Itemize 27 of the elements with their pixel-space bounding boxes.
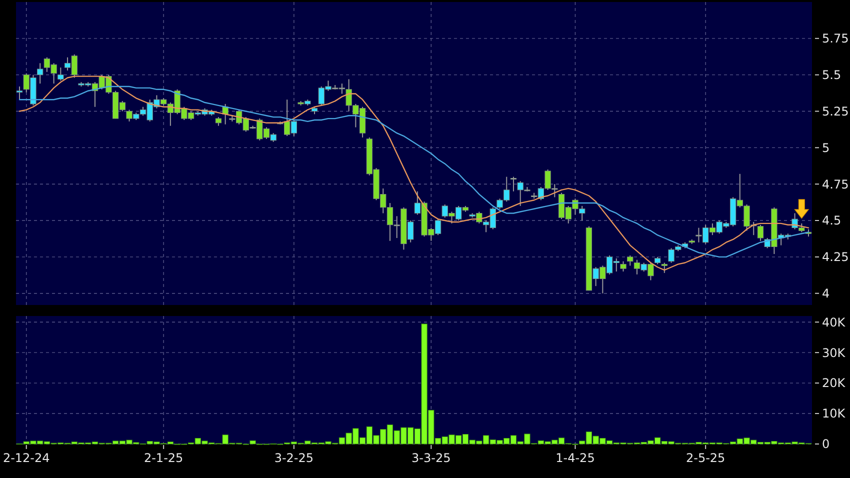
y-tick-label: 5.25 xyxy=(822,104,849,118)
x-tick-label: 2-5-25 xyxy=(686,451,726,465)
y-tick-label: 10K xyxy=(822,406,846,421)
y-tick-label: 40K xyxy=(822,315,846,330)
candlestick xyxy=(37,62,44,84)
candlestick xyxy=(627,254,634,266)
candlestick xyxy=(58,67,64,82)
x-tick-label: 3-2-25 xyxy=(274,451,314,465)
candlestick xyxy=(16,86,23,100)
candlestick xyxy=(661,262,668,274)
y-tick-label: 20K xyxy=(822,376,846,390)
y-tick-label: 4 xyxy=(822,286,830,301)
x-tick-label: 3-3-25 xyxy=(412,451,451,465)
y-tick-label: 4.75 xyxy=(822,177,849,192)
y-tick-label: 30K xyxy=(822,346,846,360)
candlestick xyxy=(757,224,764,242)
x-tick-label: 2-1-25 xyxy=(144,451,184,465)
x-tick-label: 1-4-25 xyxy=(556,451,595,465)
y-tick-label: 5.5 xyxy=(822,68,842,82)
y-tick-label: 4.25 xyxy=(822,250,849,264)
y-tick-label: 0 xyxy=(822,437,830,452)
y-tick-label: 5.75 xyxy=(822,32,849,46)
candlestick xyxy=(510,176,517,192)
candlestick xyxy=(620,260,626,272)
y-tick-label: 5 xyxy=(822,140,830,155)
y-tick-label: 4.5 xyxy=(822,214,842,228)
x-tick-label: 2-12-24 xyxy=(2,451,50,465)
